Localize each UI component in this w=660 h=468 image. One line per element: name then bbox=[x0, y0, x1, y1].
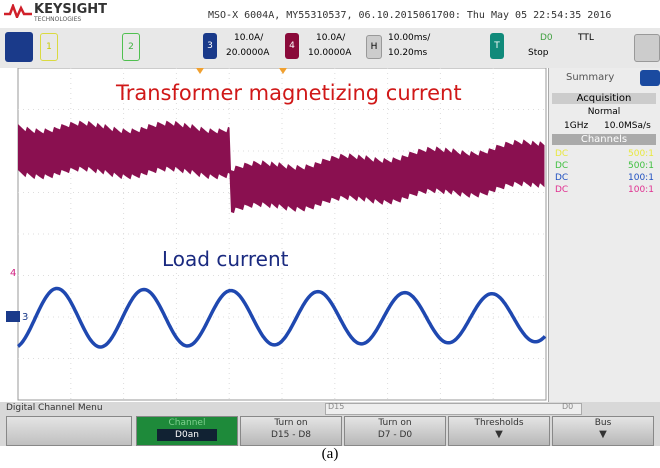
instrument-info: MSO-X 6004A, MY55310537, 06.10.201506170… bbox=[208, 10, 660, 21]
softkey[interactable]: Bus▼ bbox=[552, 416, 654, 446]
plot-frame bbox=[18, 68, 546, 400]
ch4-offset: 10.0000A bbox=[308, 48, 351, 59]
channel-coupling: DC bbox=[555, 149, 568, 159]
logo-icon bbox=[4, 4, 32, 18]
channel-2[interactable]: 2 bbox=[122, 33, 140, 61]
channel-probe: 500:1 bbox=[628, 161, 654, 171]
softkey-label: Bus bbox=[553, 417, 653, 429]
channels-header: Channels bbox=[552, 134, 656, 145]
ch4-scale: 10.0A/ bbox=[316, 33, 345, 44]
softkey-label: Thresholds bbox=[449, 417, 549, 429]
summary-tab[interactable]: Summary bbox=[566, 72, 614, 83]
bus-strip bbox=[325, 403, 582, 415]
waveform-display: Transformer magnetizing current Load cur… bbox=[0, 68, 548, 402]
bandwidth: 1GHz bbox=[564, 121, 588, 131]
tool-button[interactable] bbox=[634, 34, 660, 62]
h-delay: 10.20ms bbox=[388, 48, 427, 59]
trigger-button[interactable]: T bbox=[490, 33, 504, 59]
ch3-scale: 10.0A/ bbox=[234, 33, 263, 44]
bus-start: D15 bbox=[328, 402, 344, 411]
softkey-arrow: ▼ bbox=[553, 429, 653, 441]
acq-mode: Normal bbox=[552, 107, 656, 117]
trigger-state: Stop bbox=[528, 48, 548, 59]
channel-select-keys[interactable] bbox=[6, 416, 132, 446]
trigger-level: TTL bbox=[578, 33, 594, 44]
softkey-label: Turn on bbox=[241, 417, 341, 429]
brand-sub: TECHNOLOGIES bbox=[34, 16, 81, 23]
channel-1[interactable]: 1 bbox=[40, 33, 58, 61]
channel-coupling: DC bbox=[555, 161, 568, 171]
acquisition-header: Acquisition bbox=[552, 93, 656, 104]
brand: KEYSIGHT bbox=[34, 2, 107, 17]
softkey-arrow: ▼ bbox=[449, 429, 549, 441]
softkey-value: D7 - D0 bbox=[345, 429, 445, 441]
softkey-label: Turn on bbox=[345, 417, 445, 429]
ch4-marker: 4 bbox=[10, 268, 16, 279]
ch3-offset: 20.0000A bbox=[226, 48, 269, 59]
annotation-bottom: Load current bbox=[162, 247, 289, 271]
softkey-value: D0an bbox=[157, 429, 217, 441]
horizontal-button[interactable]: H bbox=[366, 35, 382, 59]
h-scale: 10.00ms/ bbox=[388, 33, 430, 44]
menu-title: Digital Channel Menu bbox=[6, 403, 103, 413]
channel-probe: 500:1 bbox=[628, 149, 654, 159]
channel-4[interactable]: 4 bbox=[285, 33, 299, 59]
channel-probe: 100:1 bbox=[628, 185, 654, 195]
channel-coupling: DC bbox=[555, 173, 568, 183]
ch3-marker: 3 bbox=[22, 312, 28, 323]
softkey-label: Channel bbox=[137, 417, 237, 429]
menu-button[interactable] bbox=[5, 32, 33, 62]
channel-probe: 100:1 bbox=[628, 173, 654, 183]
ch3-marker-box bbox=[6, 311, 20, 322]
annotation-top: Transformer magnetizing current bbox=[115, 81, 462, 105]
softkey[interactable]: Thresholds▼ bbox=[448, 416, 550, 446]
trigger-source: D0 bbox=[540, 33, 553, 44]
caption: (a) bbox=[0, 446, 660, 463]
channel-coupling: DC bbox=[555, 185, 568, 195]
channel-3[interactable]: 3 bbox=[203, 33, 217, 59]
softkey-value: D15 - D8 bbox=[241, 429, 341, 441]
bus-end: D0 bbox=[562, 402, 573, 411]
side-panel bbox=[548, 68, 660, 402]
sample-rate: 10.0MSa/s bbox=[604, 121, 651, 131]
page: KEYSIGHT TECHNOLOGIES MSO-X 6004A, MY553… bbox=[0, 0, 660, 468]
tab-button[interactable] bbox=[640, 70, 660, 86]
